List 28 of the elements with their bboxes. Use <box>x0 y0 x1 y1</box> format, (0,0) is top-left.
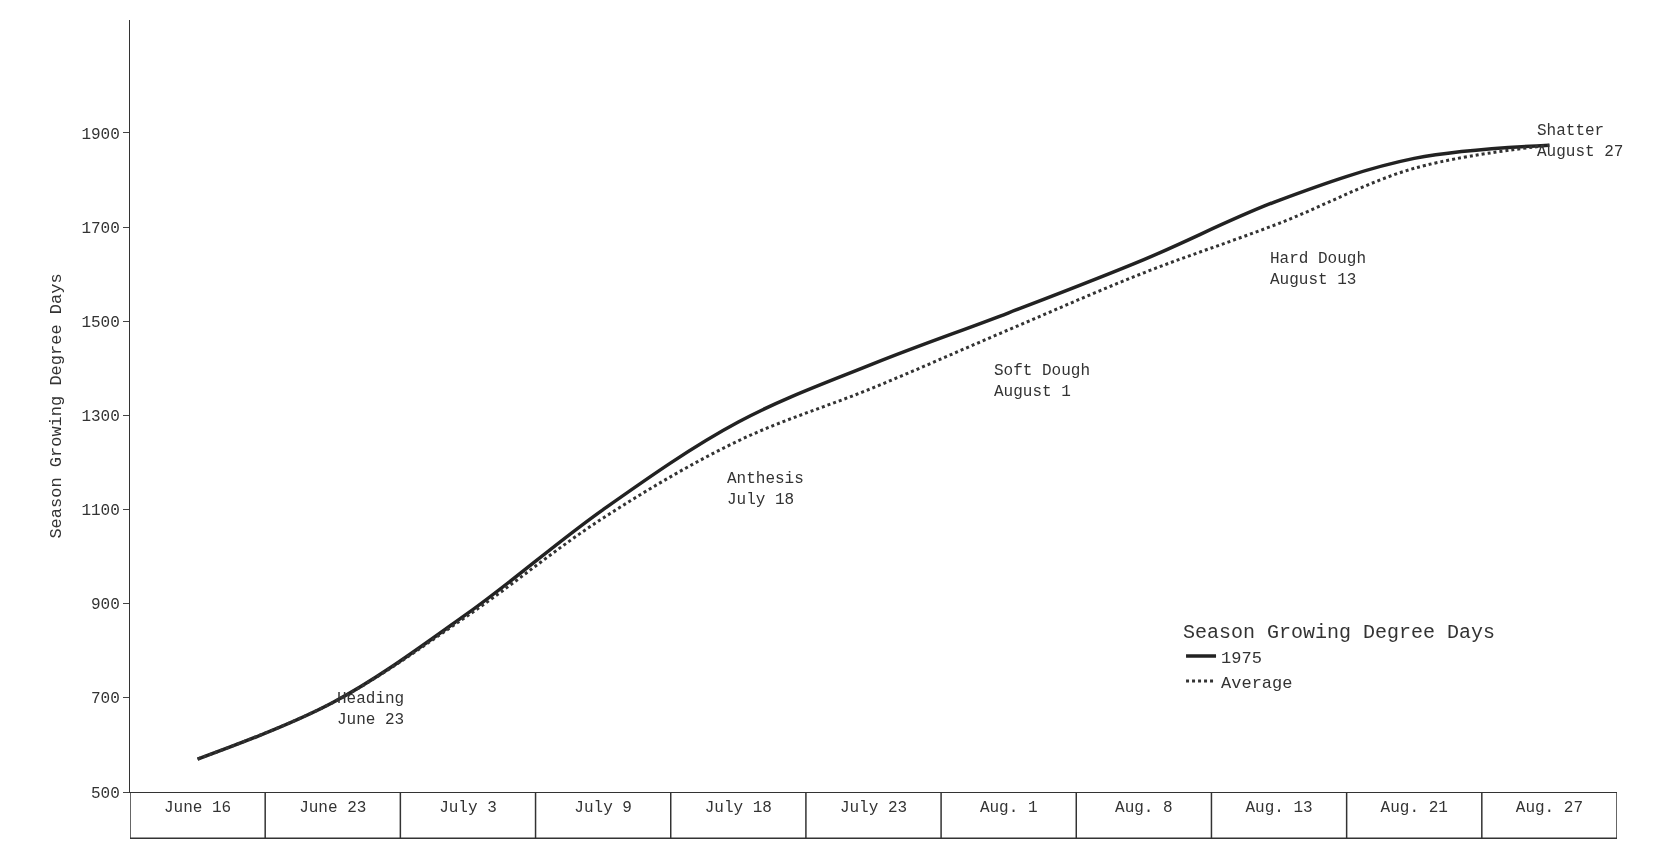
y-tick-label: 1700 <box>81 219 120 238</box>
x-tick-label: July 9 <box>574 799 632 818</box>
x-tick-label: June 23 <box>299 799 367 818</box>
x-tick-label: July 3 <box>439 799 497 818</box>
annotation: Shatter August 27 <box>1537 122 1624 161</box>
annotation: Hard Dough August 13 <box>1270 250 1367 289</box>
annotation: Anthesis July 18 <box>727 470 804 509</box>
y-tick-label: 900 <box>90 596 120 615</box>
annotation: Soft Dough August 1 <box>994 362 1091 401</box>
x-tick-label: Aug. 1 <box>979 799 1038 818</box>
legend-label: Average <box>1221 673 1293 693</box>
y-tick-label: 500 <box>90 784 120 803</box>
x-tick-label: Aug. 8 <box>1115 799 1173 818</box>
legend-label: 1975 <box>1221 648 1262 668</box>
y-tick-label: 1300 <box>81 408 120 427</box>
x-tick-label: Aug. 13 <box>1245 799 1313 818</box>
x-tick-label: Aug. 27 <box>1515 799 1584 818</box>
legend-title: Season Growing Degree Days <box>1183 621 1496 645</box>
y-tick-label: 1900 <box>81 125 120 144</box>
y-tick-label: 700 <box>90 690 120 709</box>
x-tick-label: July 18 <box>704 799 772 818</box>
y-tick-label: 1500 <box>81 313 120 332</box>
x-tick-label: Aug. 21 <box>1380 799 1448 818</box>
x-tick-label: June 16 <box>163 799 232 818</box>
y-axis-title: Season Growing Degree Days <box>46 273 66 539</box>
y-tick-label: 1100 <box>81 502 120 521</box>
annotation: Heading June 23 <box>337 690 405 729</box>
x-tick-label: July 23 <box>839 799 908 818</box>
